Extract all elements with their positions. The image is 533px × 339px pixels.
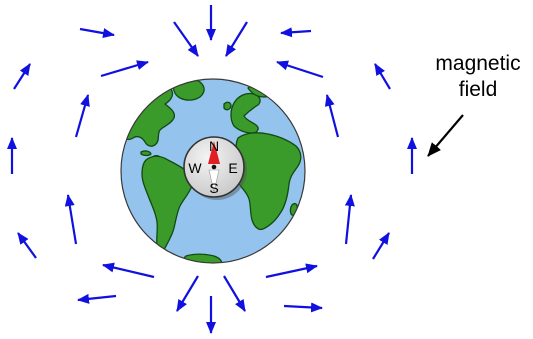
field-arrow [344, 194, 355, 245]
compass-pivot [211, 164, 217, 170]
compass-north-label: N [209, 138, 219, 154]
field-arrow [64, 194, 78, 245]
magnetic-field-label-line-1: magnetic [435, 52, 521, 75]
magnetic-field-label-line-2: field [458, 78, 498, 101]
field-arrow [372, 232, 390, 260]
greenland-landmass [172, 79, 205, 101]
field-arrow [74, 94, 90, 138]
field-arrow [100, 60, 149, 78]
field-arrow [283, 302, 323, 313]
field-arrows [6, 5, 417, 334]
field-arrow [77, 293, 117, 304]
compass-west-label: W [188, 160, 202, 176]
field-arrow [324, 94, 340, 138]
field-arrow [176, 275, 199, 312]
field-arrow [280, 27, 312, 38]
field-arrow [265, 263, 318, 279]
compass-needle-south [208, 169, 220, 193]
field-arrow [79, 27, 115, 39]
field-arrow [17, 232, 37, 259]
label-pointer-arrow [427, 114, 464, 157]
compass-south-label: S [209, 180, 218, 196]
compass: N S W E [183, 136, 247, 200]
field-arrow [276, 60, 324, 79]
field-arrow [223, 275, 246, 312]
british-isles [223, 101, 232, 111]
field-arrow [225, 21, 248, 57]
compass-needle-north [208, 141, 220, 164]
caribbean-island [140, 150, 152, 157]
field-arrow [374, 63, 391, 90]
compass-east-label: E [228, 160, 237, 176]
field-arrow [102, 262, 155, 279]
field-arrow [173, 21, 199, 57]
field-arrow [13, 63, 31, 90]
